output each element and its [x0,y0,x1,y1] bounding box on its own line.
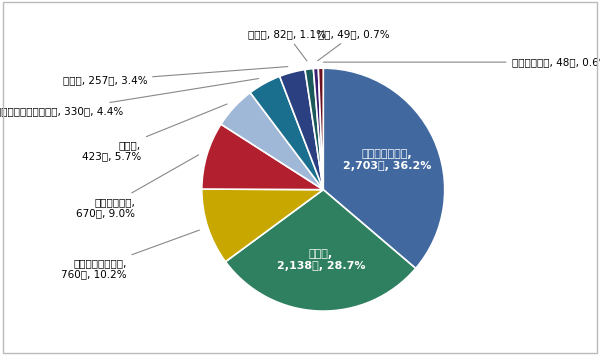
Wedge shape [319,68,323,190]
Text: 誤配達・誤交付,
2,703件, 36.2%: 誤配達・誤交付, 2,703件, 36.2% [343,149,431,171]
Wedge shape [226,190,416,311]
Wedge shape [305,69,323,190]
Wedge shape [202,124,323,190]
Text: 内部不正行為, 48件, 0.6%: 内部不正行為, 48件, 0.6% [323,57,600,67]
Text: 盗難, 49件, 0.7%: 盗難, 49件, 0.7% [317,29,389,61]
Wedge shape [280,70,323,190]
Wedge shape [323,68,445,268]
Wedge shape [313,68,323,190]
Wedge shape [250,76,323,190]
Wedge shape [202,189,323,262]
Wedge shape [221,93,323,190]
Text: 級失・滅失・き損,
760件, 10.2%: 級失・滅失・き損, 760件, 10.2% [61,230,199,279]
Text: 誤送信,
2,138件, 28.7%: 誤送信, 2,138件, 28.7% [277,249,365,271]
Text: 誤廃棄, 82件, 1.1%: 誤廃棄, 82件, 1.1% [248,29,326,61]
Text: 誤表示, 257件, 3.4%: 誤表示, 257件, 3.4% [62,67,288,85]
Text: 不正アクセス,
670件, 9.0%: 不正アクセス, 670件, 9.0% [76,155,199,219]
Text: マルウェア・ウイルス, 330件, 4.4%: マルウェア・ウイルス, 330件, 4.4% [0,78,259,116]
Text: 誤登録,
423件, 5.7%: 誤登録, 423件, 5.7% [82,104,227,162]
